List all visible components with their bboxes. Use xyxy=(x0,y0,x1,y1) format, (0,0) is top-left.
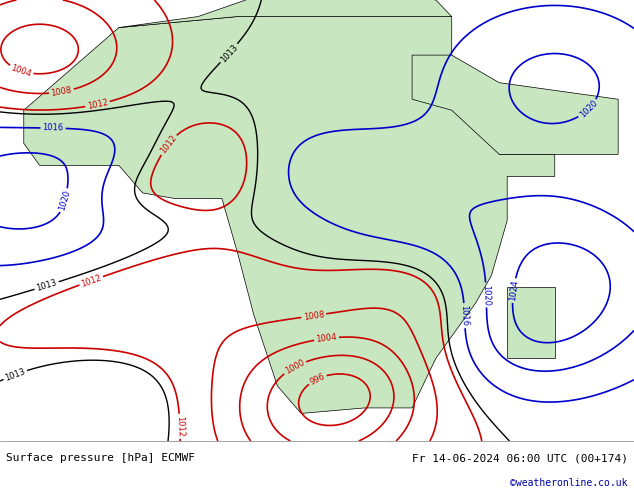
Text: 1016: 1016 xyxy=(460,305,470,326)
Text: Fr 14-06-2024 06:00 UTC (00+174): Fr 14-06-2024 06:00 UTC (00+174) xyxy=(411,453,628,463)
Text: ©weatheronline.co.uk: ©weatheronline.co.uk xyxy=(510,478,628,488)
Text: 1012: 1012 xyxy=(158,133,178,156)
Text: 1008: 1008 xyxy=(50,86,73,98)
Text: 1012: 1012 xyxy=(86,98,109,111)
Text: 1012: 1012 xyxy=(80,273,103,289)
Text: 1020: 1020 xyxy=(58,189,72,212)
Text: 1024: 1024 xyxy=(508,280,519,301)
Text: 1004: 1004 xyxy=(10,63,32,78)
Polygon shape xyxy=(119,0,451,27)
Text: 1020: 1020 xyxy=(481,284,491,306)
Text: 1013: 1013 xyxy=(36,278,58,293)
Text: 1004: 1004 xyxy=(316,333,337,344)
Text: 1020: 1020 xyxy=(578,98,599,120)
Polygon shape xyxy=(412,55,618,154)
Polygon shape xyxy=(507,287,555,358)
Text: 1008: 1008 xyxy=(302,310,325,321)
Text: 1013: 1013 xyxy=(219,42,240,64)
Text: 1016: 1016 xyxy=(42,123,63,133)
Text: 996: 996 xyxy=(308,371,327,387)
Text: 1000: 1000 xyxy=(283,358,306,376)
Text: 1013: 1013 xyxy=(4,367,27,383)
Text: 1012: 1012 xyxy=(175,416,184,437)
Text: Surface pressure [hPa] ECMWF: Surface pressure [hPa] ECMWF xyxy=(6,453,195,463)
Polygon shape xyxy=(23,17,555,414)
